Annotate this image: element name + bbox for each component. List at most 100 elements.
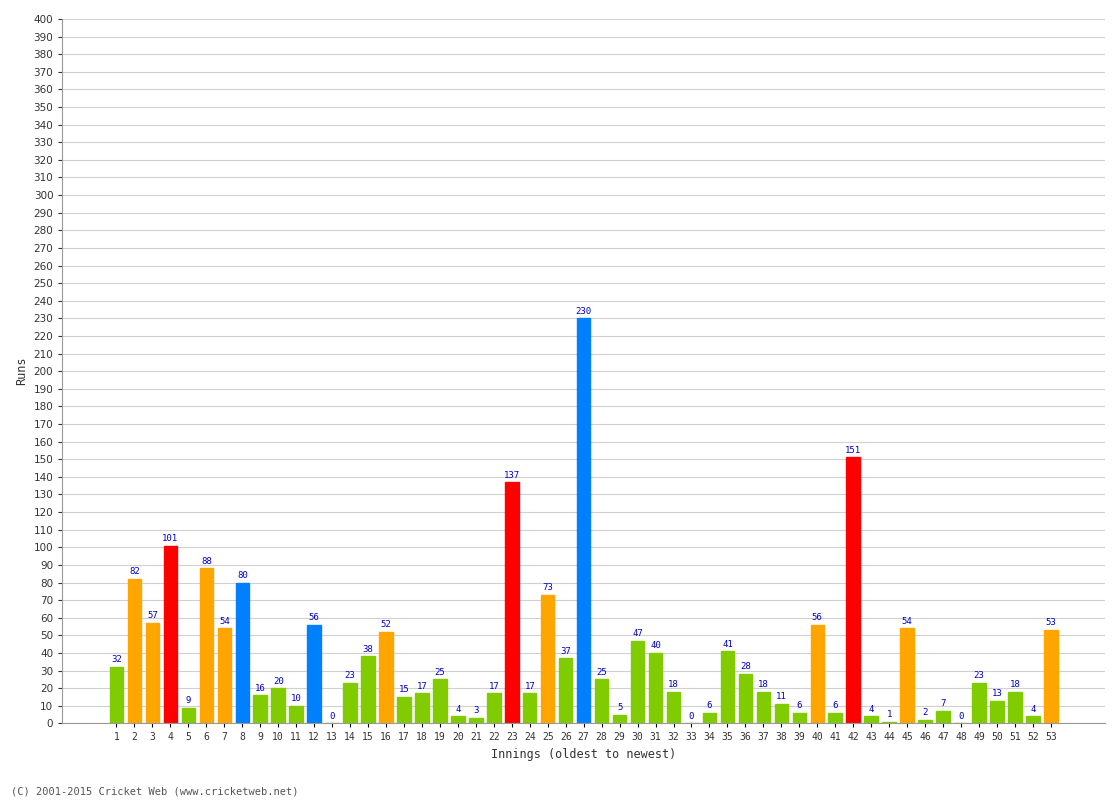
Bar xyxy=(128,579,141,723)
Text: 3: 3 xyxy=(473,706,478,715)
Bar xyxy=(380,632,393,723)
Text: 73: 73 xyxy=(542,583,553,592)
Text: 15: 15 xyxy=(399,686,409,694)
Text: 4: 4 xyxy=(1030,705,1036,714)
Bar xyxy=(559,658,572,723)
Text: 23: 23 xyxy=(973,671,984,680)
Y-axis label: Runs: Runs xyxy=(15,357,28,386)
Text: 40: 40 xyxy=(651,642,661,650)
Bar xyxy=(398,697,411,723)
Text: 28: 28 xyxy=(740,662,750,671)
Text: 17: 17 xyxy=(488,682,500,691)
Text: 23: 23 xyxy=(345,671,355,680)
Text: 4: 4 xyxy=(455,705,460,714)
Bar xyxy=(811,625,824,723)
Bar xyxy=(900,628,914,723)
Text: (C) 2001-2015 Cricket Web (www.cricketweb.net): (C) 2001-2015 Cricket Web (www.cricketwe… xyxy=(11,786,299,796)
Text: 18: 18 xyxy=(669,680,679,689)
Bar xyxy=(433,679,447,723)
Text: 151: 151 xyxy=(846,446,861,455)
Bar xyxy=(577,318,590,723)
Text: 25: 25 xyxy=(435,668,446,677)
Bar xyxy=(972,683,986,723)
Bar xyxy=(918,720,932,723)
Bar xyxy=(146,623,159,723)
Text: 2: 2 xyxy=(923,708,927,718)
Bar xyxy=(181,707,195,723)
Bar xyxy=(199,569,213,723)
Bar xyxy=(523,694,536,723)
Bar xyxy=(739,674,753,723)
Bar xyxy=(865,716,878,723)
Text: 56: 56 xyxy=(812,613,823,622)
Bar xyxy=(271,688,284,723)
Text: 88: 88 xyxy=(200,557,212,566)
Text: 13: 13 xyxy=(991,689,1002,698)
Bar xyxy=(883,722,896,723)
Text: 7: 7 xyxy=(941,699,945,709)
Text: 5: 5 xyxy=(617,703,623,712)
Bar xyxy=(416,694,429,723)
Text: 6: 6 xyxy=(707,702,712,710)
Text: 17: 17 xyxy=(417,682,428,691)
Text: 10: 10 xyxy=(291,694,301,703)
Text: 54: 54 xyxy=(902,617,913,626)
Text: 52: 52 xyxy=(381,620,391,630)
Text: 20: 20 xyxy=(273,677,283,686)
Text: 80: 80 xyxy=(236,571,248,580)
Text: 6: 6 xyxy=(832,702,838,710)
Bar xyxy=(541,595,554,723)
Bar xyxy=(362,657,375,723)
Bar xyxy=(451,716,465,723)
Text: 4: 4 xyxy=(868,705,874,714)
Bar xyxy=(1044,630,1057,723)
Bar xyxy=(613,714,626,723)
Text: 37: 37 xyxy=(560,646,571,656)
Text: 47: 47 xyxy=(632,629,643,638)
Bar xyxy=(487,694,501,723)
Bar xyxy=(847,458,860,723)
Bar xyxy=(307,625,320,723)
Text: 137: 137 xyxy=(504,470,520,479)
Bar xyxy=(720,651,734,723)
Text: 9: 9 xyxy=(186,696,192,705)
Text: 1: 1 xyxy=(886,710,892,719)
Bar xyxy=(289,706,302,723)
Text: 82: 82 xyxy=(129,567,140,576)
Bar xyxy=(469,718,483,723)
Bar xyxy=(757,692,771,723)
Text: 0: 0 xyxy=(959,712,963,721)
Text: 57: 57 xyxy=(147,611,158,620)
Text: 230: 230 xyxy=(576,306,591,316)
Text: 54: 54 xyxy=(218,617,230,626)
Bar xyxy=(702,713,716,723)
Text: 0: 0 xyxy=(329,712,335,721)
X-axis label: Innings (oldest to newest): Innings (oldest to newest) xyxy=(491,748,676,761)
Bar xyxy=(666,692,680,723)
Bar xyxy=(990,701,1004,723)
Bar xyxy=(936,711,950,723)
Text: 11: 11 xyxy=(776,693,786,702)
Bar xyxy=(235,582,249,723)
Bar xyxy=(253,695,267,723)
Text: 56: 56 xyxy=(309,613,319,622)
Text: 18: 18 xyxy=(1009,680,1020,689)
Bar xyxy=(505,482,519,723)
Bar xyxy=(775,704,788,723)
Text: 53: 53 xyxy=(1045,618,1056,627)
Text: 18: 18 xyxy=(758,680,768,689)
Bar xyxy=(1026,716,1039,723)
Bar xyxy=(648,653,662,723)
Text: 25: 25 xyxy=(596,668,607,677)
Text: 16: 16 xyxy=(255,683,265,693)
Text: 38: 38 xyxy=(363,645,373,654)
Text: 0: 0 xyxy=(689,712,694,721)
Bar xyxy=(631,641,644,723)
Bar xyxy=(793,713,806,723)
Text: 6: 6 xyxy=(796,702,802,710)
Bar xyxy=(344,683,357,723)
Bar xyxy=(217,628,231,723)
Bar xyxy=(164,546,177,723)
Text: 17: 17 xyxy=(524,682,535,691)
Text: 32: 32 xyxy=(111,655,122,665)
